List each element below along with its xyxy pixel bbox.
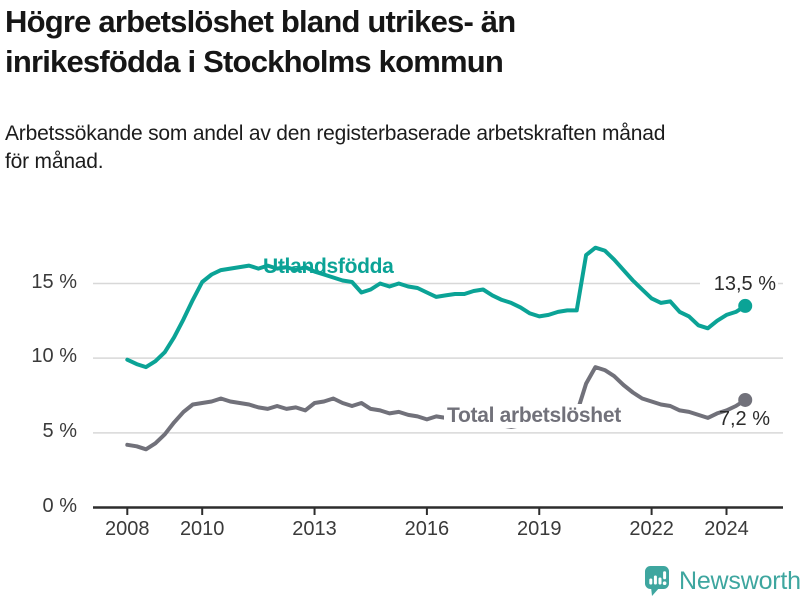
newsworthy-logo[interactable]: Newsworthy <box>644 565 800 597</box>
y-axis-tick-label: 10 % <box>31 345 77 368</box>
series-end-dot <box>738 298 753 313</box>
page-title: Högre arbetslöshet bland utrikes- än inr… <box>5 2 795 82</box>
x-axis-tick-label: 2010 <box>179 518 225 540</box>
newsworthy-logo-text: Newsworthy <box>679 566 800 595</box>
series-label-total-arbetsloshet: Total arbetslöshet <box>444 404 624 428</box>
x-axis-tick-label: 2013 <box>292 518 337 540</box>
end-value-label-total: 7,2 % <box>718 408 770 430</box>
subtitle-line-1: Arbetssökande som andel av den registerb… <box>5 122 666 145</box>
x-axis-tick-label: 2022 <box>629 518 674 540</box>
newsworthy-icon <box>645 566 669 596</box>
series-label-utlandsfodda: Utlandsfödda <box>263 255 394 278</box>
x-axis-tick-label: 2019 <box>517 518 562 540</box>
y-axis-tick-label: 0 % <box>42 494 77 517</box>
chart-subtitle: Arbetssökande som andel av den registerb… <box>5 120 795 176</box>
end-value-label-utlandsfodda: 13,5 % <box>700 273 778 296</box>
y-axis-tick-label: 5 % <box>42 419 77 442</box>
series-line-total-arbetsl-shet <box>125 365 748 452</box>
series-line-utlandsf-dda <box>125 245 748 370</box>
subtitle-line-2: för månad. <box>5 150 104 173</box>
series-end-dot <box>738 392 753 407</box>
x-axis-tick-label: 2016 <box>404 518 450 540</box>
x-axis-tick-label: 2024 <box>704 518 749 540</box>
x-axis-tick-label: 2008 <box>105 518 150 540</box>
y-axis-tick-label: 15 % <box>31 270 77 293</box>
title-line-2: inrikesfödda i Stockholms kommun <box>5 44 504 79</box>
title-line-1: Högre arbetslöshet bland utrikes- än <box>5 4 516 39</box>
